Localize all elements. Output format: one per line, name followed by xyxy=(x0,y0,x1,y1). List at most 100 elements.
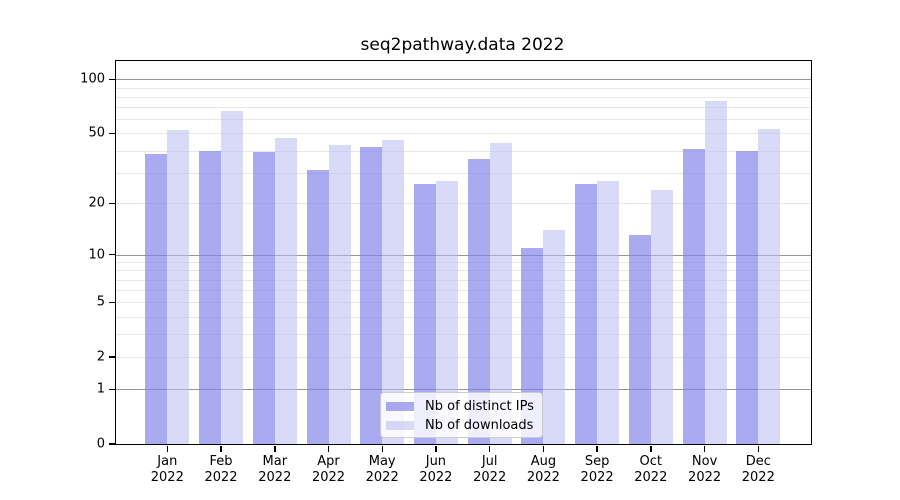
bar-downloads-jan xyxy=(167,130,190,444)
bar-ips-oct xyxy=(628,235,651,444)
x-tick-label-month: Aug xyxy=(530,454,557,469)
y-tick-label: 100 xyxy=(80,71,105,87)
bar-downloads-jul xyxy=(489,143,512,444)
legend: Nb of distinct IPs Nb of downloads xyxy=(380,392,543,438)
x-tick-label-month: Apr xyxy=(317,454,340,469)
x-tick-label: May 2022 xyxy=(354,454,410,486)
x-tick-label-month: Jul xyxy=(481,454,498,469)
gridline-major xyxy=(116,389,811,391)
gridline-minor xyxy=(116,96,811,98)
y-tick-label: 50 xyxy=(88,125,105,141)
x-tick-label: Sep 2022 xyxy=(569,454,625,486)
x-tick-mark xyxy=(703,445,706,452)
x-tick-mark xyxy=(381,445,383,452)
x-tick-label-year: 2022 xyxy=(634,470,668,485)
x-tick-mark xyxy=(650,445,652,452)
bar-ips-mar xyxy=(252,152,275,444)
legend-label: Nb of distinct IPs xyxy=(425,399,534,414)
gridline-minor xyxy=(116,270,811,272)
x-tick-label-month: Mar xyxy=(262,454,288,469)
bar-downloads-may xyxy=(382,139,405,444)
y-tick-mark xyxy=(108,356,115,358)
y-tick-label: 5 xyxy=(96,294,105,310)
x-tick-label-month: Nov xyxy=(691,454,718,469)
bar-downloads-sep xyxy=(597,180,620,444)
x-tick-label-year: 2022 xyxy=(688,470,722,485)
y-tick-mark xyxy=(108,253,115,256)
bar-ips-may xyxy=(360,146,383,444)
gridline-minor xyxy=(116,302,811,304)
x-tick-mark xyxy=(757,445,759,452)
x-tick-mark xyxy=(166,445,168,452)
y-tick-label: 1 xyxy=(96,381,105,397)
y-tick-label: 20 xyxy=(88,195,105,211)
y-tick-mark xyxy=(108,388,115,390)
x-tick-label-month: Feb xyxy=(209,454,233,469)
legend-swatch-downloads xyxy=(386,420,414,431)
x-tick-mark xyxy=(435,445,437,452)
gridline-minor xyxy=(116,203,811,205)
gridline-major xyxy=(116,254,811,256)
x-tick-mark xyxy=(220,445,222,452)
legend-item-ips: Nb of distinct IPs xyxy=(386,397,542,416)
x-tick-label-month: May xyxy=(368,454,396,469)
x-tick-label: Dec 2022 xyxy=(730,454,786,486)
x-tick-label-year: 2022 xyxy=(150,470,184,485)
gridline-minor xyxy=(116,357,811,359)
legend-label: Nb of downloads xyxy=(425,418,534,433)
gridline-minor xyxy=(116,279,811,281)
x-tick-label-year: 2022 xyxy=(204,470,238,485)
gridline-minor xyxy=(116,290,811,292)
bar-downloads-dec xyxy=(758,128,781,444)
bar-ips-jun xyxy=(413,183,436,444)
gridline-minor xyxy=(116,316,811,318)
gridline-minor xyxy=(116,172,811,174)
x-tick-label-year: 2022 xyxy=(741,470,775,485)
legend-item-downloads: Nb of downloads xyxy=(386,416,542,435)
bar-ips-jul xyxy=(467,158,490,444)
bar-ips-jan xyxy=(145,154,168,444)
bar-ips-dec xyxy=(736,150,759,444)
y-tick-mark xyxy=(108,132,115,134)
bar-downloads-apr xyxy=(328,144,351,444)
x-tick-label: Jan 2022 xyxy=(139,454,195,486)
gridline-minor xyxy=(116,334,811,336)
bar-downloads-aug xyxy=(543,230,566,444)
x-tick-mark xyxy=(327,445,330,452)
x-tick-label-month: Dec xyxy=(745,454,771,469)
x-tick-mark xyxy=(488,445,491,452)
x-tick-label-month: Oct xyxy=(639,454,663,469)
bar-ips-apr xyxy=(306,170,329,444)
x-tick-label-year: 2022 xyxy=(473,470,507,485)
x-tick-mark xyxy=(596,445,598,452)
x-tick-label-year: 2022 xyxy=(365,470,399,485)
x-tick-label-year: 2022 xyxy=(419,470,453,485)
legend-swatch-ips xyxy=(386,401,414,412)
gridline-minor xyxy=(116,262,811,263)
gridline-major xyxy=(116,79,811,81)
gridline-minor xyxy=(116,107,811,109)
bar-ips-feb xyxy=(199,150,221,444)
y-tick-mark xyxy=(108,202,115,205)
gridline-minor xyxy=(116,133,811,135)
x-tick-mark xyxy=(542,445,545,452)
y-tick-label: 0 xyxy=(96,436,105,452)
x-tick-label-month: Sep xyxy=(584,454,610,469)
bar-ips-sep xyxy=(575,183,598,444)
x-tick-mark xyxy=(274,445,276,452)
x-tick-label: Aug 2022 xyxy=(515,454,571,486)
bar-downloads-jun xyxy=(435,180,458,444)
y-tick-mark xyxy=(108,301,115,304)
x-tick-label: Apr 2022 xyxy=(301,454,357,486)
gridline-minor xyxy=(116,119,811,121)
bar-ips-nov xyxy=(682,148,705,444)
chart-title: seq2pathway.data 2022 xyxy=(360,35,565,55)
x-tick-label-year: 2022 xyxy=(580,470,614,485)
gridline-minor xyxy=(116,87,811,89)
x-tick-label-month: Jan xyxy=(157,454,178,469)
x-tick-label: Nov 2022 xyxy=(677,454,733,486)
bar-downloads-nov xyxy=(704,100,727,444)
y-tick-mark xyxy=(108,78,115,80)
plot-area: Jan 2022 Feb 2022 Mar 2022 Apr 2022 May 2022 Jun 20… xyxy=(80,60,812,485)
